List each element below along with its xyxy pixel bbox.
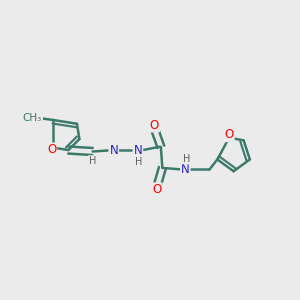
Text: N: N [110,144,118,157]
Text: O: O [150,118,159,131]
Text: O: O [152,183,162,196]
Text: CH₃: CH₃ [23,112,42,123]
Text: H: H [135,157,142,166]
Text: O: O [47,143,56,157]
Text: N: N [181,163,190,176]
Text: N: N [134,144,142,157]
Text: O: O [225,128,234,141]
Text: H: H [89,156,96,166]
Text: H: H [182,154,190,164]
